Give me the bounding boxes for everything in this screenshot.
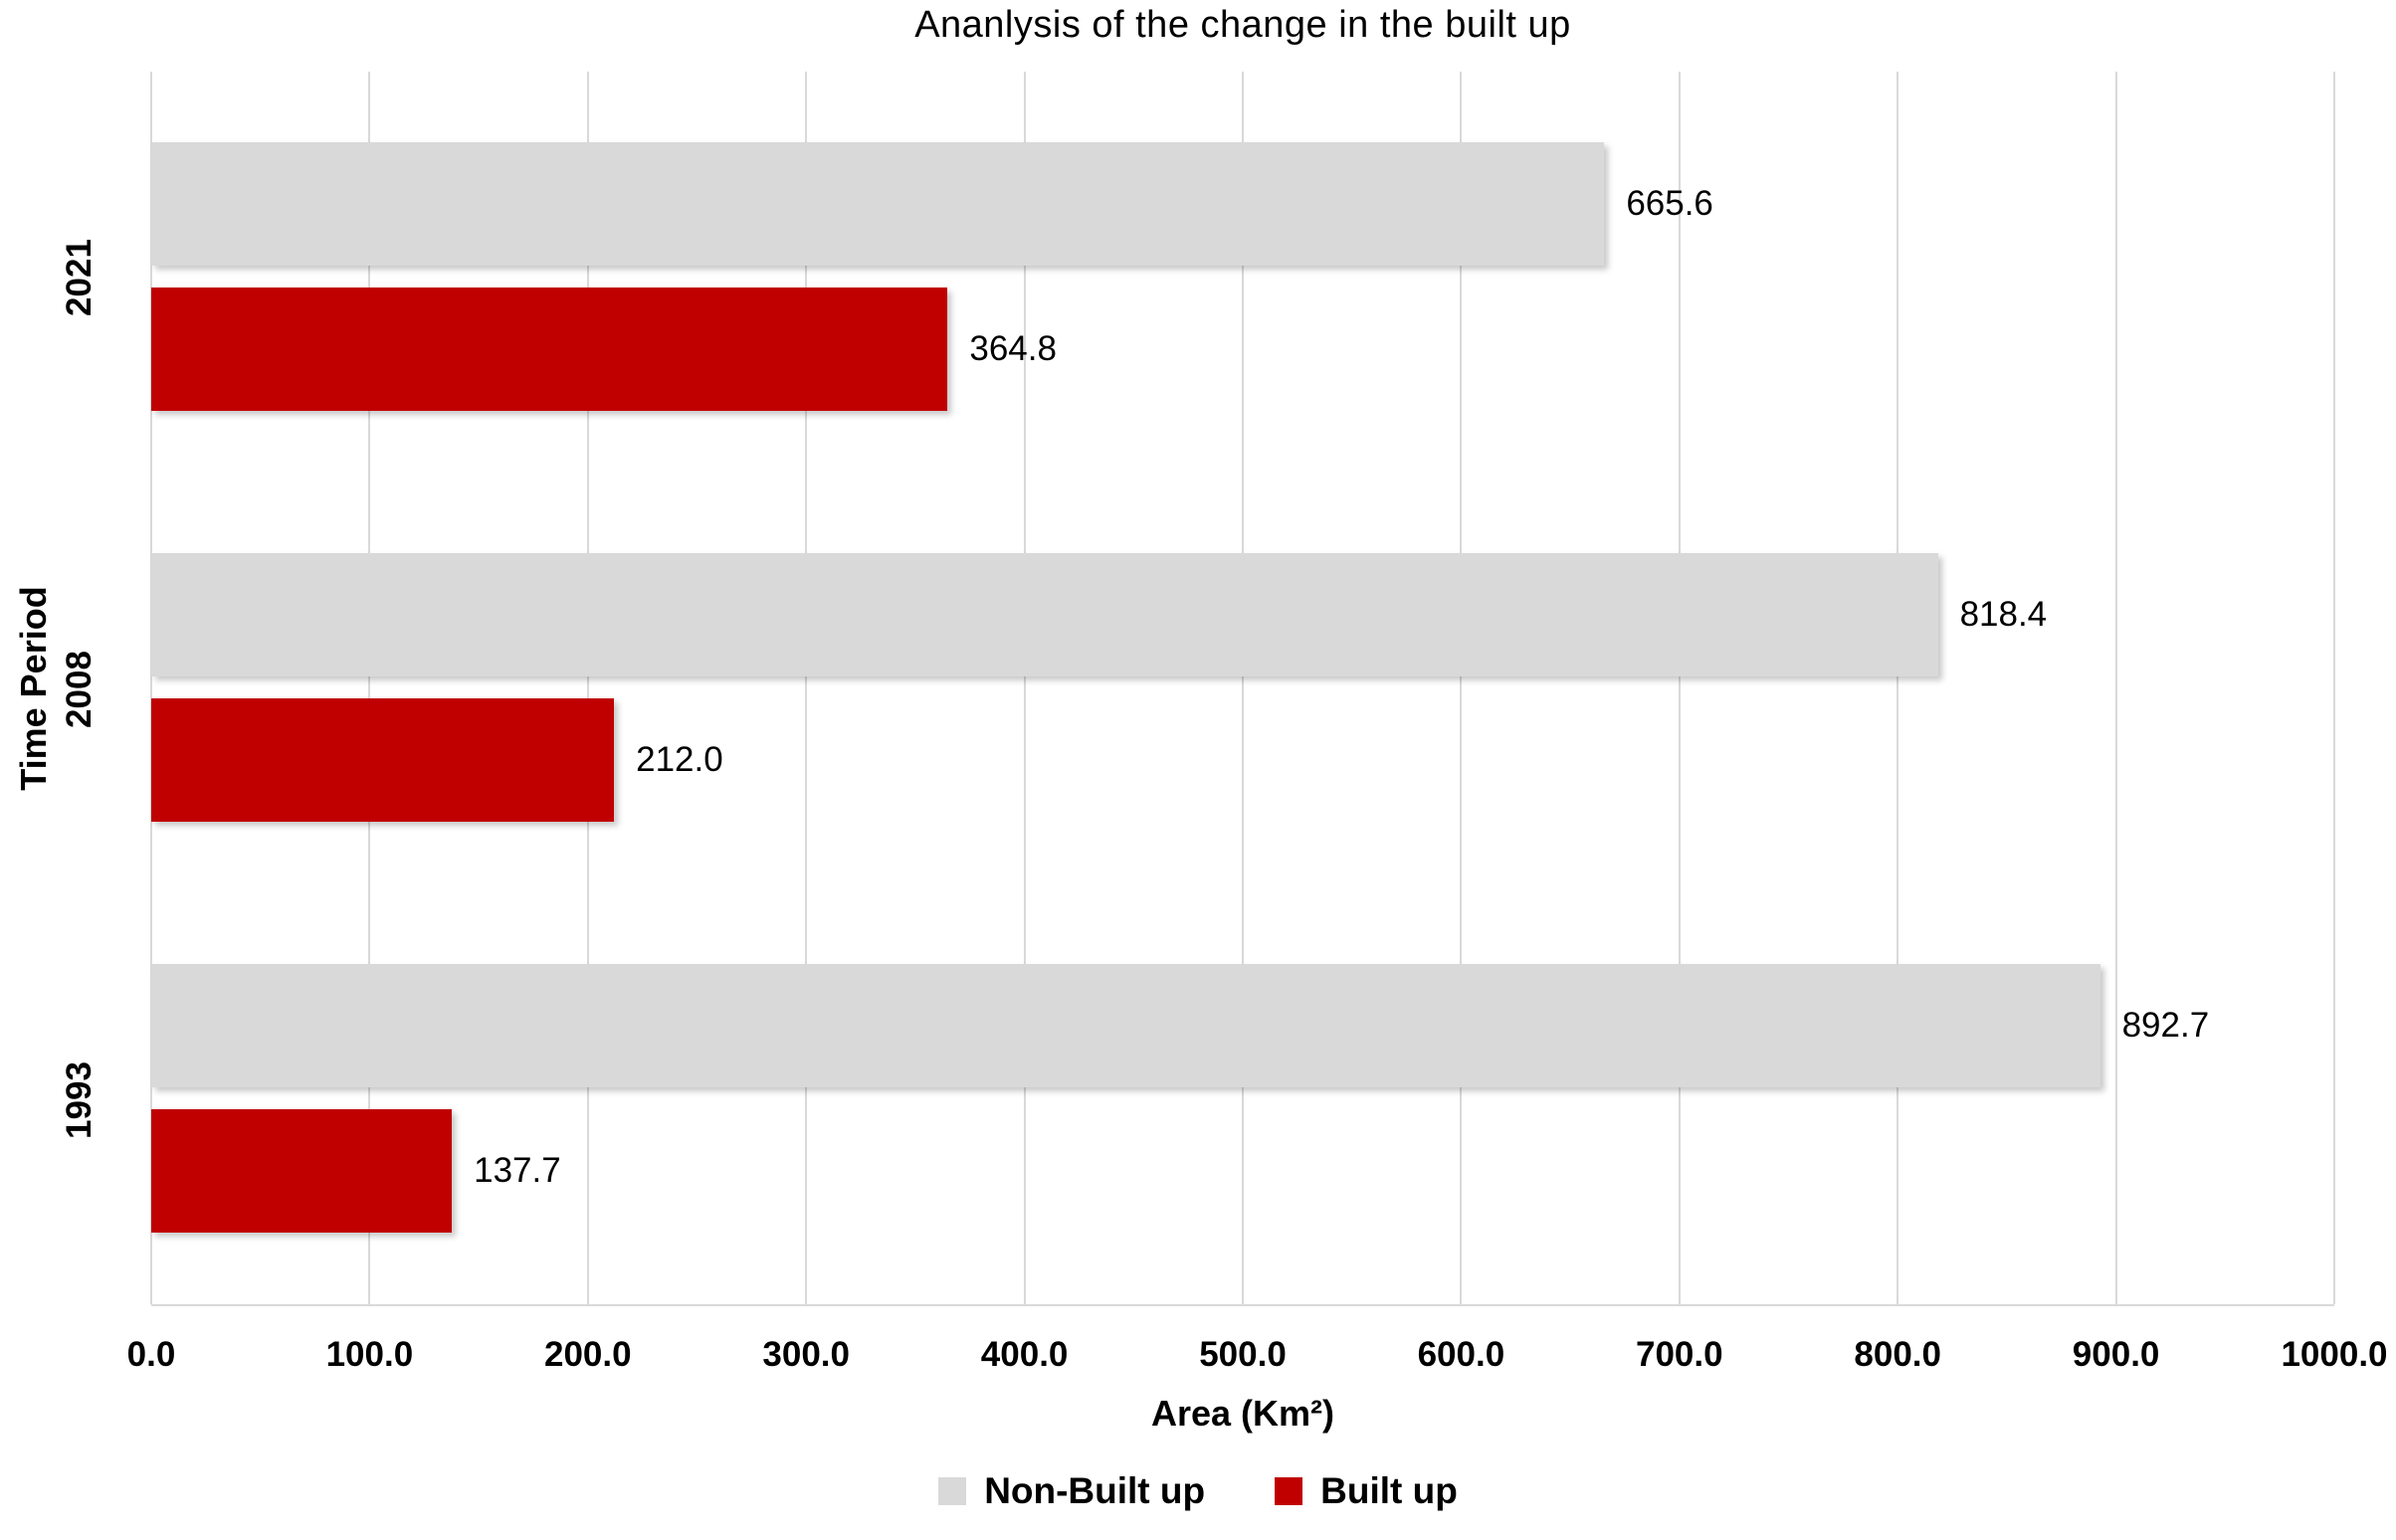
legend-swatch-built-up <box>1275 1477 1303 1505</box>
bar-built-up-1993 <box>151 1109 453 1234</box>
legend-item-built-up: Built up <box>1275 1470 1458 1512</box>
category-label-2021: 2021 <box>60 238 99 316</box>
gridline <box>1023 72 1026 1304</box>
gridline <box>1460 72 1463 1304</box>
bar-non-built-up-2021 <box>151 141 1605 266</box>
gridline <box>150 72 152 1304</box>
x-axis-title: Area (Km²) <box>1150 1393 1335 1434</box>
x-tick-label: 0.0 <box>126 1335 176 1374</box>
legend-label-built-up: Built up <box>1320 1470 1458 1511</box>
data-label-non-built-up-1993: 892.7 <box>2121 1005 2210 1045</box>
bar-built-up-2008 <box>151 698 615 823</box>
x-tick-label: 600.0 <box>1417 1335 1505 1374</box>
legend-item-non-built-up: Non-Built up <box>938 1470 1205 1512</box>
x-tick-label: 800.0 <box>1854 1335 1941 1374</box>
data-label-built-up-1993: 137.7 <box>474 1151 561 1191</box>
gridline <box>1678 72 1681 1304</box>
x-tick-label: 900.0 <box>2072 1335 2160 1374</box>
gridline <box>2333 72 2335 1304</box>
bar-non-built-up-2008 <box>151 552 1938 676</box>
plot-area: 665.6 364.8 818.4 212.0 892.7 137.7 <box>150 72 2335 1306</box>
data-label-non-built-up-2021: 665.6 <box>1626 183 1713 223</box>
x-tick-label: 200.0 <box>544 1335 632 1374</box>
gridline <box>805 72 808 1304</box>
bar-built-up-2021 <box>151 288 948 412</box>
gridline <box>2114 72 2117 1304</box>
legend-label-non-built-up: Non-Built up <box>984 1470 1206 1511</box>
legend: Non-Built up Built up <box>0 1470 2396 1512</box>
x-tick-label: 500.0 <box>1199 1335 1287 1374</box>
bar-non-built-up-1993 <box>151 963 2100 1087</box>
chart-title: Ananlysis of the change in the built up <box>914 4 1571 46</box>
x-tick-label: 700.0 <box>1636 1335 1723 1374</box>
x-tick-label: 400.0 <box>980 1335 1069 1374</box>
gridline <box>586 72 589 1304</box>
data-label-non-built-up-2008: 818.4 <box>1959 594 2048 634</box>
x-tick-label: 1000.0 <box>2281 1335 2388 1374</box>
category-label-2008: 2008 <box>60 650 99 728</box>
gridline <box>1897 72 1899 1304</box>
data-label-built-up-2021: 364.8 <box>969 329 1057 369</box>
y-axis-title: Time Period <box>13 586 54 791</box>
gridline <box>368 72 371 1304</box>
data-label-built-up-2008: 212.0 <box>636 740 723 780</box>
category-label-1993: 1993 <box>60 1061 99 1140</box>
x-tick-label: 300.0 <box>762 1335 850 1374</box>
gridline <box>1242 72 1244 1304</box>
x-tick-label: 100.0 <box>325 1335 414 1374</box>
legend-swatch-non-built-up <box>938 1477 967 1505</box>
